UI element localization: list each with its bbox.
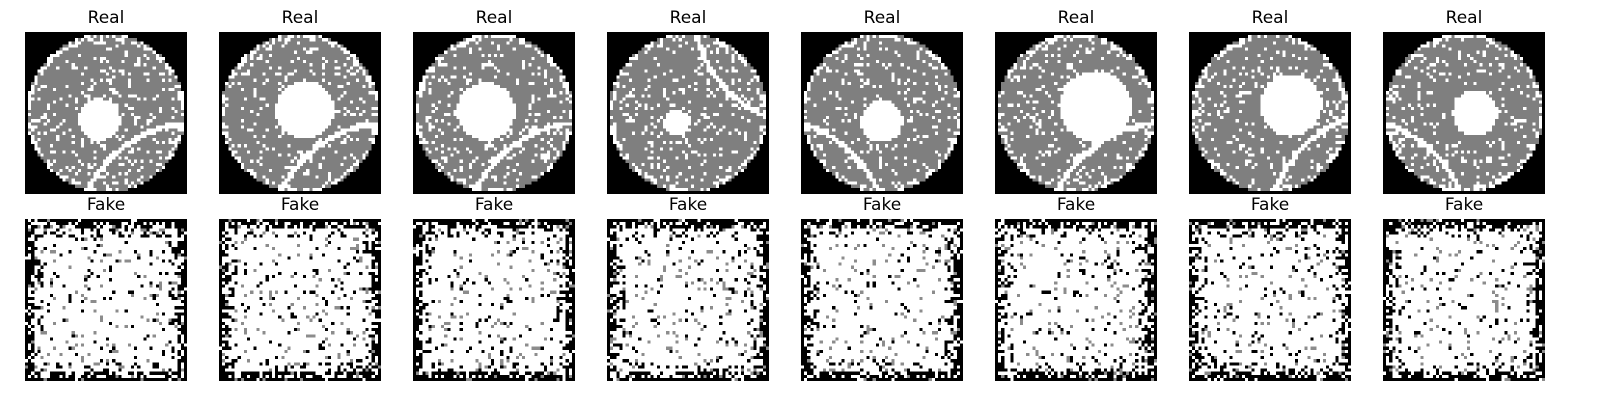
panel-title-fake: Fake [1056,195,1096,215]
panel-title-real: Real [281,8,319,28]
panel-title-fake: Fake [1250,195,1290,215]
panel-title-real: Real [475,8,513,28]
panel-title-real: Real [87,8,125,28]
panel-title-real: Real [669,8,707,28]
panel-title-fake: Fake [1444,195,1484,215]
fake-generated-image [25,219,187,381]
fake-generated-image [801,219,963,381]
real-wafer-map-image [995,32,1157,194]
panel-title-fake: Fake [280,195,320,215]
real-wafer-map-image [801,32,963,194]
real-wafer-map-image [413,32,575,194]
fake-generated-image [1189,219,1351,381]
panel-title-fake: Fake [474,195,514,215]
real-wafer-map-image [1383,32,1545,194]
fake-generated-image [413,219,575,381]
fake-generated-image [1383,219,1545,381]
real-wafer-map-image [25,32,187,194]
fake-generated-image [219,219,381,381]
panel-title-fake: Fake [668,195,708,215]
panel-title-real: Real [863,8,901,28]
panel-title-fake: Fake [86,195,126,215]
real-wafer-map-image [219,32,381,194]
panel-title-real: Real [1057,8,1095,28]
panel-title-fake: Fake [862,195,902,215]
panel-title-real: Real [1251,8,1289,28]
real-wafer-map-image [607,32,769,194]
fake-generated-image [607,219,769,381]
real-wafer-map-image [1189,32,1351,194]
fake-generated-image [995,219,1157,381]
panel-title-real: Real [1445,8,1483,28]
